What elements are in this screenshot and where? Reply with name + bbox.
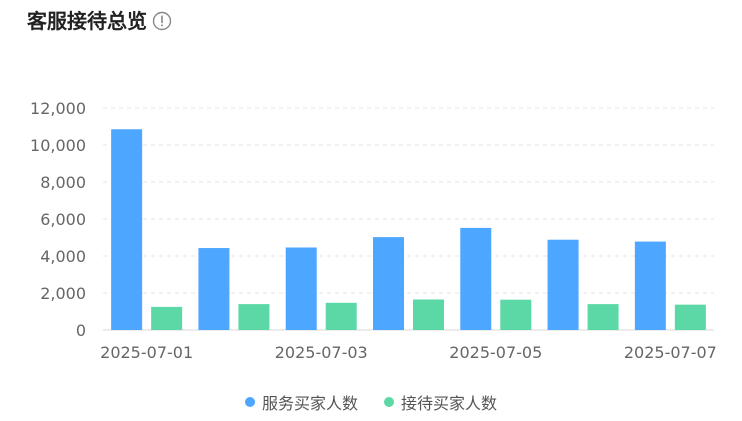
legend-item-service[interactable]: 服务买家人数	[244, 390, 358, 414]
legend-label-reception: 接待买家人数	[401, 394, 498, 413]
bar-service[interactable]	[198, 248, 230, 330]
legend-dot-reception	[384, 397, 394, 407]
legend-dot-service	[244, 397, 255, 407]
x-tick-label: 2025-07-01	[100, 343, 193, 362]
y-tick-label: 6,000	[40, 210, 86, 229]
x-tick-label: 2025-07-03	[275, 343, 368, 362]
x-tick-label: 2025-07-05	[449, 343, 542, 362]
bar-service[interactable]	[373, 237, 404, 330]
y-tick-label: 8,000	[40, 173, 86, 192]
bar-service[interactable]	[547, 239, 579, 330]
bar-service[interactable]	[285, 247, 317, 330]
bar-service[interactable]	[634, 241, 666, 330]
page-title: 客服接待总览	[27, 9, 147, 33]
y-axis-ticks: 0 2,000 4,000 6,000 8,000 10,000 12,000	[30, 99, 86, 340]
legend-label-service: 服务买家人数	[261, 394, 358, 413]
title-row: 客服接待总览	[27, 6, 172, 36]
bar-reception[interactable]	[413, 299, 444, 330]
bar-service[interactable]	[111, 129, 143, 330]
bar-chart: 0 2,000 4,000 6,000 8,000 10,000 12,000 2025-0…	[30, 99, 717, 362]
bar-reception[interactable]	[674, 304, 706, 330]
y-tick-label: 12,000	[30, 99, 86, 118]
bar-reception[interactable]	[587, 304, 619, 330]
y-tick-label: 10,000	[30, 136, 86, 155]
bar-reception[interactable]	[238, 304, 270, 330]
bar-reception[interactable]	[151, 306, 183, 330]
bar-reception[interactable]	[500, 299, 532, 330]
x-axis-ticks: 2025-07-01 2025-07-03 2025-07-05 2025-07-07	[100, 343, 717, 362]
legend: 服务买家人数 接待买家人数	[0, 390, 742, 414]
info-circle-icon[interactable]	[152, 11, 172, 31]
y-tick-label: 2,000	[40, 284, 86, 303]
bars	[111, 129, 706, 330]
legend-item-reception[interactable]: 接待买家人数	[384, 390, 497, 414]
grid-lines	[103, 107, 714, 331]
y-tick-label: 4,000	[40, 247, 86, 266]
y-tick-label: 0	[76, 321, 86, 340]
bar-reception[interactable]	[325, 302, 357, 330]
x-tick-label: 2025-07-07	[624, 343, 717, 362]
bar-service[interactable]	[460, 227, 492, 330]
